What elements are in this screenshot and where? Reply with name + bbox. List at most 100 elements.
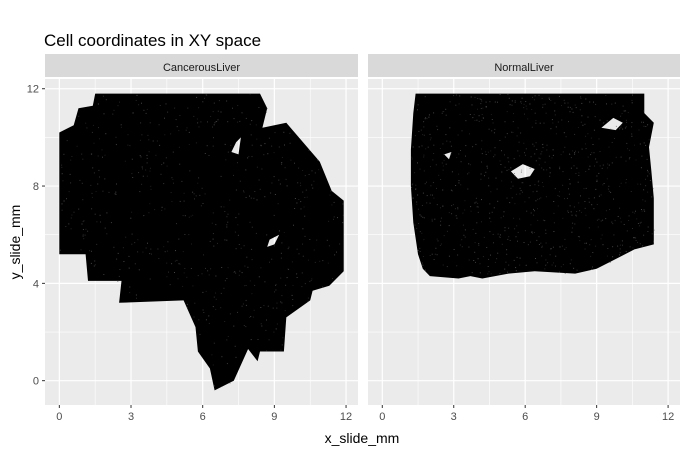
cell-point-speckle [213, 245, 215, 247]
cell-point-speckle [648, 139, 650, 141]
cell-point-speckle [491, 211, 493, 213]
cell-point-speckle [620, 125, 622, 127]
cell-point-speckle [194, 198, 195, 200]
cell-point-speckle [578, 172, 580, 174]
cell-point-speckle [589, 101, 591, 103]
cell-point-speckle [641, 121, 643, 123]
cell-point-speckle [235, 272, 237, 274]
cell-point-speckle [197, 275, 199, 277]
cell-point-speckle [513, 259, 515, 261]
cell-point-speckle [154, 209, 156, 211]
cell-point-speckle [201, 187, 203, 189]
cell-point-speckle [205, 319, 207, 321]
cell-point-speckle [647, 171, 649, 173]
cell-point-speckle [504, 268, 506, 270]
cell-point-speckle [98, 127, 99, 129]
cell-point-speckle [525, 105, 527, 107]
cell-point-speckle [640, 183, 642, 185]
cell-point-speckle [501, 243, 503, 245]
cell-point-speckle [484, 175, 485, 177]
cell-point-speckle [506, 133, 508, 135]
cell-point-speckle [247, 157, 249, 159]
cell-point-speckle [580, 211, 582, 213]
cell-point-speckle [311, 184, 313, 186]
cell-point-speckle [85, 228, 87, 230]
cell-point-speckle [422, 264, 424, 266]
cell-point-speckle [163, 183, 165, 185]
cell-point-speckle [173, 182, 174, 184]
cell-point-speckle [643, 209, 645, 211]
cell-point-speckle [267, 153, 269, 155]
cell-point-speckle [261, 168, 263, 170]
cell-point-speckle [648, 173, 650, 175]
cell-point-speckle [620, 115, 622, 117]
cell-point-speckle [489, 217, 491, 219]
cell-point-speckle [540, 153, 542, 155]
cell-point-speckle [428, 116, 430, 118]
cell-point-cloud [410, 93, 654, 279]
cell-point-speckle [520, 102, 522, 104]
cell-point-speckle [82, 229, 84, 230]
cell-point-speckle [584, 242, 586, 244]
cell-point-speckle [555, 265, 556, 267]
cell-point-speckle [585, 171, 587, 172]
cell-point-speckle [517, 150, 519, 152]
cell-point-speckle [270, 192, 272, 194]
cell-point-speckle [213, 102, 215, 104]
cell-point-speckle [613, 198, 614, 200]
cell-point-speckle [519, 257, 521, 259]
cell-point-speckle [541, 255, 543, 257]
cell-point-speckle [210, 268, 212, 270]
cell-point-speckle [260, 307, 262, 308]
cell-point-speckle [504, 154, 505, 156]
cell-point-speckle [508, 227, 510, 229]
cell-point-speckle [289, 142, 291, 144]
cell-point-speckle [179, 115, 181, 116]
cell-point-speckle [575, 150, 576, 152]
cell-point-speckle [202, 357, 204, 359]
cell-point-speckle [91, 192, 93, 194]
cell-point-speckle [464, 209, 466, 211]
cell-point-speckle [566, 197, 568, 199]
cell-point-speckle [237, 234, 239, 236]
cell-point-speckle [641, 155, 643, 157]
cell-point-speckle [297, 182, 299, 184]
cell-point-speckle [535, 142, 537, 144]
cell-point-speckle [289, 132, 291, 134]
cell-point-speckle [106, 233, 108, 235]
cell-point-speckle [97, 183, 99, 185]
cell-point-speckle [120, 124, 122, 126]
cell-point-speckle [218, 100, 220, 102]
cell-point-speckle [224, 239, 226, 241]
cell-point-speckle [302, 170, 304, 171]
cell-point-speckle [611, 103, 613, 105]
cell-point-speckle [486, 167, 488, 169]
cell-point-speckle [593, 208, 595, 210]
cell-point-speckle [555, 133, 557, 135]
cell-point-speckle [647, 169, 648, 171]
cell-point-speckle [148, 212, 150, 214]
x-tick-label: 0 [56, 411, 62, 423]
cell-point-speckle [477, 206, 479, 208]
cell-point-speckle [574, 133, 576, 135]
cell-point-speckle [511, 100, 513, 102]
cell-point-speckle [291, 294, 293, 296]
cell-point-speckle [172, 151, 174, 153]
cell-point-speckle [165, 103, 167, 105]
cell-point-speckle [472, 146, 474, 148]
cell-point-speckle [307, 297, 309, 299]
cell-point-speckle [79, 179, 81, 181]
cell-point-speckle [307, 300, 309, 302]
cell-point-speckle [283, 231, 285, 233]
cell-point-speckle [278, 146, 280, 148]
cell-point-speckle [304, 197, 306, 198]
cell-point-speckle [534, 153, 536, 155]
cell-point-speckle [273, 331, 275, 333]
cell-point-speckle [598, 172, 600, 174]
cell-point-speckle [134, 263, 136, 265]
cell-point-speckle [651, 196, 653, 198]
facet-strip-label: CancerousLiver [163, 62, 240, 74]
cell-point-speckle [596, 161, 598, 163]
cell-point-speckle [102, 190, 104, 192]
cell-point-speckle [463, 234, 465, 236]
